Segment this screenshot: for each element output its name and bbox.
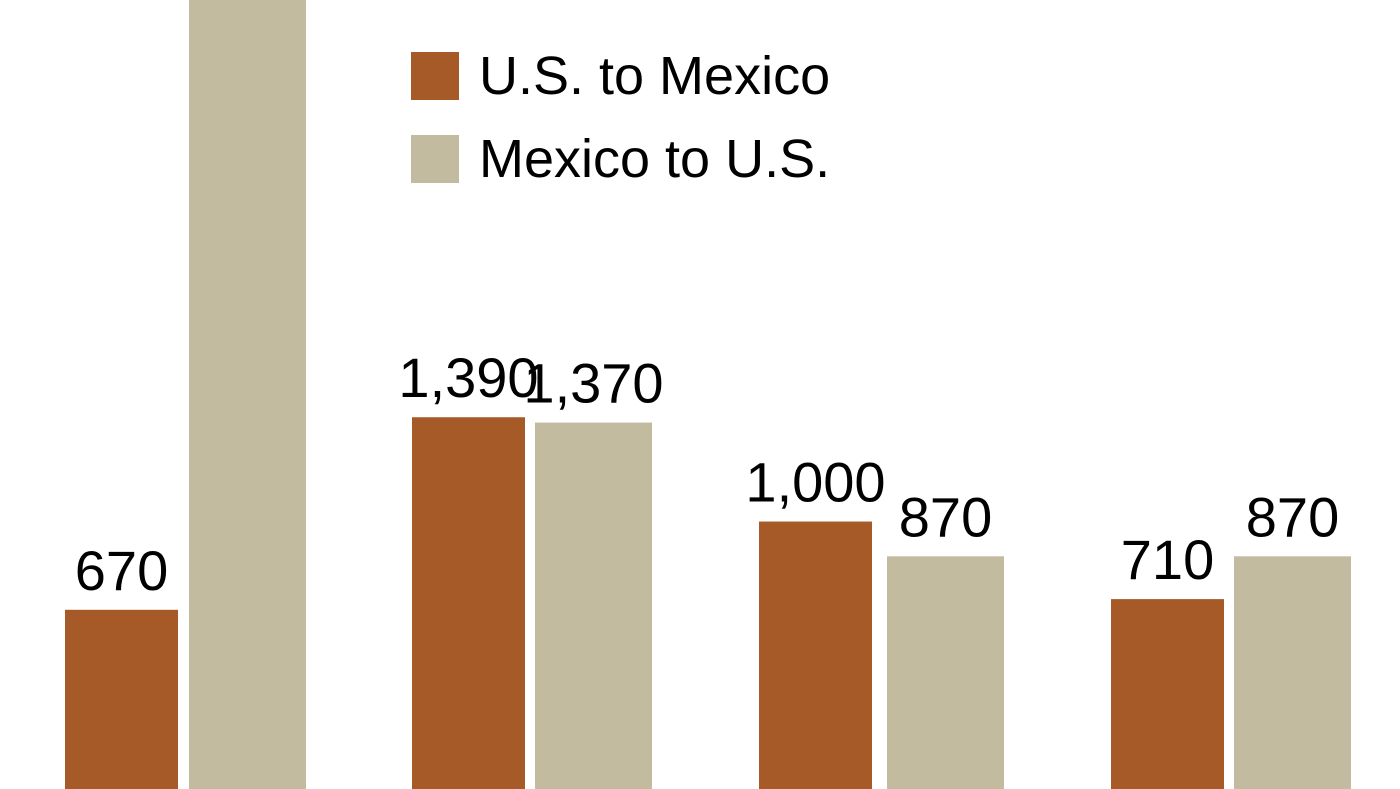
bar-value-label-series0-group1: 1,390 (398, 346, 538, 409)
bars-layer (65, 0, 1351, 789)
bar-value-label-series0-group2: 1,000 (745, 451, 885, 514)
value-labels-layer: 670 1,390 1,000 710 1,370 870 870 (75, 346, 1339, 602)
bar-series0-group1 (412, 417, 525, 789)
bar-value-label-series0-group0: 670 (75, 539, 168, 602)
bar-series0-group2 (759, 521, 872, 789)
bar-series1-group3 (1234, 556, 1351, 789)
bar-value-label-series1-group1: 1,370 (523, 352, 663, 415)
legend-swatch-mexico-to-us (411, 135, 459, 183)
bar-series0-group3 (1111, 599, 1224, 789)
bar-series0-group0 (65, 609, 178, 789)
legend-label-us-to-mexico: U.S. to Mexico (479, 46, 830, 106)
bar-value-label-series1-group2: 870 (899, 485, 992, 548)
bar-series1-group1 (535, 422, 652, 789)
bar-series1-group2 (887, 556, 1004, 789)
legend-swatch-us-to-mexico (411, 52, 459, 100)
legend-label-mexico-to-us: Mexico to U.S. (479, 129, 830, 189)
legend: U.S. to Mexico Mexico to U.S. (411, 46, 830, 189)
bar-series1-group0 (189, 0, 306, 789)
bar-value-label-series0-group3: 710 (1121, 528, 1214, 591)
bar-value-label-series1-group3: 870 (1246, 485, 1339, 548)
